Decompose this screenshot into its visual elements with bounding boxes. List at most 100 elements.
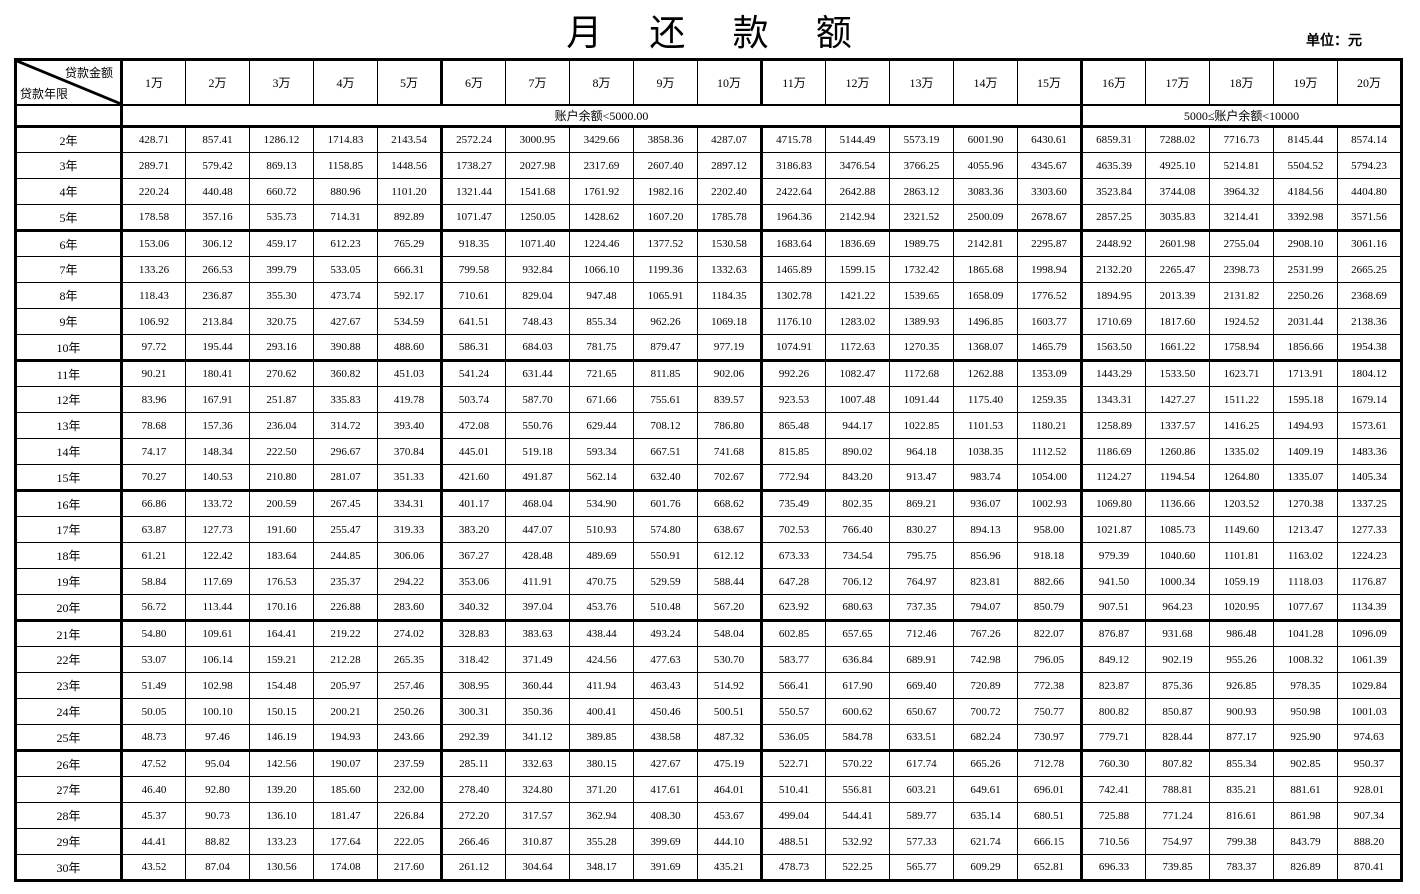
cell: 46.40 bbox=[120, 776, 186, 803]
cell: 8145.44 bbox=[1273, 126, 1338, 153]
table-row: 23年 51.49 102.98 154.48 205.97 257.46 308.95 36… bbox=[15, 672, 1402, 699]
cell: 100.10 bbox=[185, 698, 250, 725]
cell: 383.63 bbox=[505, 619, 570, 647]
cell: 955.26 bbox=[1209, 646, 1274, 673]
cell: 1260.86 bbox=[1145, 438, 1210, 465]
cell: 47.52 bbox=[120, 749, 186, 777]
cell: 1998.94 bbox=[1017, 256, 1082, 283]
cell: 1761.92 bbox=[569, 178, 634, 205]
cell: 174.08 bbox=[313, 854, 378, 881]
cell: 1224.46 bbox=[569, 229, 634, 257]
cell: 97.72 bbox=[120, 334, 186, 361]
cell: 766.40 bbox=[825, 516, 890, 543]
table-row: 6年 153.06 306.12 459.17 612.23 765.29 918.35 10… bbox=[15, 229, 1402, 257]
cell: 1270.38 bbox=[1273, 489, 1338, 517]
cell: 306.12 bbox=[185, 229, 250, 257]
cell: 583.77 bbox=[760, 646, 826, 673]
cell: 318.42 bbox=[440, 646, 506, 673]
cell: 1186.69 bbox=[1080, 438, 1146, 465]
cell: 1264.80 bbox=[1209, 464, 1274, 491]
cell: 875.36 bbox=[1145, 672, 1210, 699]
cell: 1059.19 bbox=[1209, 568, 1274, 595]
cell: 164.41 bbox=[249, 619, 314, 647]
cell: 427.67 bbox=[313, 308, 378, 335]
cell: 235.37 bbox=[313, 568, 378, 595]
cell: 70.27 bbox=[120, 464, 186, 491]
cell: 1738.27 bbox=[440, 152, 506, 179]
cell: 1658.09 bbox=[953, 282, 1018, 309]
cell: 754.97 bbox=[1145, 828, 1210, 855]
cell: 183.64 bbox=[249, 542, 314, 569]
cell: 926.85 bbox=[1209, 672, 1274, 699]
table-row: 2年 428.71 857.41 1286.12 1714.83 2143.54 2572.… bbox=[15, 126, 1402, 153]
cell: 90.73 bbox=[185, 802, 250, 829]
cell: 855.34 bbox=[569, 308, 634, 335]
cell: 5504.52 bbox=[1273, 152, 1338, 179]
cell: 609.29 bbox=[953, 854, 1018, 881]
cell: 1136.66 bbox=[1145, 489, 1210, 517]
cell: 1302.78 bbox=[760, 282, 826, 309]
table-row: 21年 54.80 109.61 164.41 219.22 274.02 328.83 38… bbox=[15, 619, 1402, 647]
table-row: 13年 78.68 157.36 236.04 314.72 393.40 472.08 55… bbox=[15, 412, 1402, 439]
cell: 1158.85 bbox=[313, 152, 378, 179]
cell: 1022.85 bbox=[889, 412, 954, 439]
cell: 680.51 bbox=[1017, 802, 1082, 829]
cell: 603.21 bbox=[889, 776, 954, 803]
cell: 2678.67 bbox=[1017, 204, 1082, 231]
table-row: 12年 83.96 167.91 251.87 335.83 419.78 503.74 58… bbox=[15, 386, 1402, 413]
cell: 565.77 bbox=[889, 854, 954, 881]
cell: 1101.81 bbox=[1209, 542, 1274, 569]
cell: 562.14 bbox=[569, 464, 634, 491]
cell: 226.88 bbox=[313, 594, 378, 621]
cell: 638.67 bbox=[697, 516, 762, 543]
cell: 133.23 bbox=[249, 828, 314, 855]
cell: 475.19 bbox=[697, 749, 762, 777]
cell: 1607.20 bbox=[633, 204, 698, 231]
cell: 947.48 bbox=[569, 282, 634, 309]
cell: 882.66 bbox=[1017, 568, 1082, 595]
cell: 1124.27 bbox=[1080, 464, 1146, 491]
cell: 1020.95 bbox=[1209, 594, 1274, 621]
cell: 800.82 bbox=[1080, 698, 1146, 725]
cell: 589.77 bbox=[889, 802, 954, 829]
cell: 986.48 bbox=[1209, 619, 1274, 647]
cell: 451.03 bbox=[377, 359, 442, 387]
cell: 870.41 bbox=[1337, 854, 1402, 881]
cell: 232.00 bbox=[377, 776, 442, 803]
row-label: 21年 bbox=[15, 619, 122, 647]
cell: 2265.47 bbox=[1145, 256, 1210, 283]
cell: 2897.12 bbox=[697, 152, 762, 179]
cell: 865.48 bbox=[760, 412, 826, 439]
cell: 1954.38 bbox=[1337, 334, 1402, 361]
cell: 550.91 bbox=[633, 542, 698, 569]
row-label: 13年 bbox=[15, 412, 122, 439]
cell: 88.82 bbox=[185, 828, 250, 855]
cell: 2422.64 bbox=[760, 178, 826, 205]
cell: 574.80 bbox=[633, 516, 698, 543]
row-label: 27年 bbox=[15, 776, 122, 803]
cell: 652.81 bbox=[1017, 854, 1082, 881]
column-header: 10万 bbox=[697, 59, 762, 106]
cell: 730.97 bbox=[1017, 724, 1082, 751]
cell: 669.40 bbox=[889, 672, 954, 699]
table-row: 9年 106.92 213.84 320.75 427.67 534.59 641.51 74… bbox=[15, 308, 1402, 335]
cell: 488.51 bbox=[760, 828, 826, 855]
cell: 1661.22 bbox=[1145, 334, 1210, 361]
cell: 285.11 bbox=[440, 749, 506, 777]
cell: 444.10 bbox=[697, 828, 762, 855]
column-header: 17万 bbox=[1145, 59, 1210, 106]
cell: 237.59 bbox=[377, 749, 442, 777]
cell: 671.66 bbox=[569, 386, 634, 413]
cell: 1270.35 bbox=[889, 334, 954, 361]
balance-range-header: 账户余额<5000.00 bbox=[120, 104, 1082, 128]
cell: 629.44 bbox=[569, 412, 634, 439]
cell: 1118.03 bbox=[1273, 568, 1338, 595]
cell: 823.81 bbox=[953, 568, 1018, 595]
row-label: 28年 bbox=[15, 802, 122, 829]
cell: 2665.25 bbox=[1337, 256, 1402, 283]
cell: 109.61 bbox=[185, 619, 250, 647]
cell: 2755.04 bbox=[1209, 229, 1274, 257]
cell: 532.92 bbox=[825, 828, 890, 855]
cell: 257.46 bbox=[377, 672, 442, 699]
cell: 1465.79 bbox=[1017, 334, 1082, 361]
